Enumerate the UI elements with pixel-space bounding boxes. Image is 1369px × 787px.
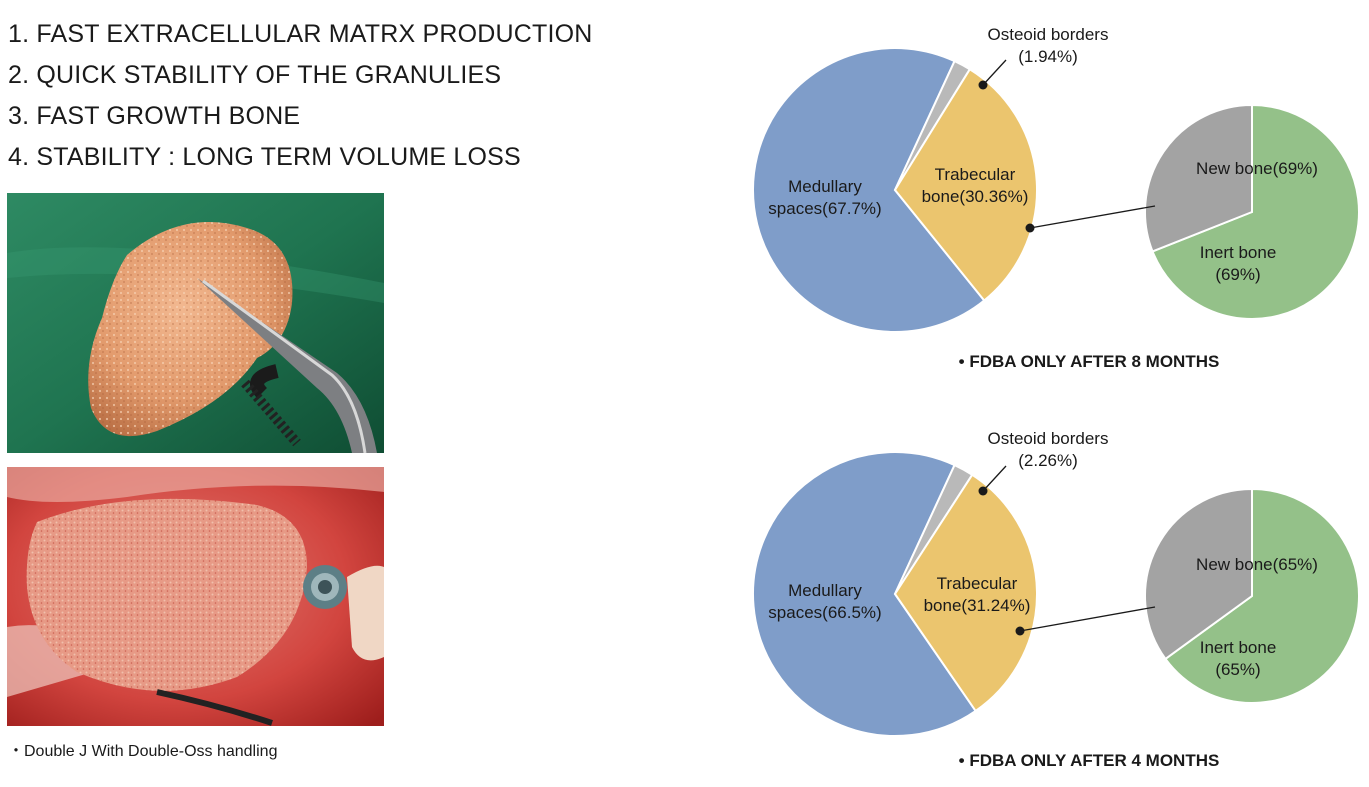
breakdown-label-line: (65%)	[1215, 660, 1260, 679]
pie-slice-medullary-spaces	[752, 451, 978, 737]
slice-label-line: Osteoid borders	[988, 429, 1109, 448]
slice-label: Osteoid borders (1.94%)	[988, 25, 1109, 66]
breakdown-label: New bone(65%)	[1196, 555, 1318, 574]
feature-item: 2. QUICK STABILITY OF THE GRANULIES	[8, 61, 502, 89]
slice-label: Medullary spaces(66.5%)	[768, 581, 881, 622]
slice-label: Trabecular bone(31.24%)	[924, 574, 1031, 615]
pie-slice-trabecular-bone	[893, 473, 1038, 713]
breakdown-label-line: New bone(69%)	[1196, 159, 1318, 178]
breakdown-label-line: Inert bone	[1200, 243, 1277, 262]
osteoid-leader-line	[982, 465, 1007, 492]
breakdown-slice-inert-bone	[1144, 103, 1253, 253]
breakdown-slice-new-bone	[1164, 487, 1360, 704]
feature-item: 3. FAST GROWTH BONE	[8, 102, 301, 130]
slice-label: Osteoid borders (2.26%)	[988, 429, 1109, 470]
breakdown-slice-new-bone	[1151, 103, 1360, 320]
slice-label: Medullary spaces(67.7%)	[768, 177, 881, 218]
breakdown-label: Inert bone (69%)	[1200, 243, 1277, 284]
leader-dot	[978, 486, 988, 496]
feature-item: 4. STABILITY : LONG TERM VOLUME LOSS	[8, 143, 521, 171]
slice-label-line: (1.94%)	[1018, 47, 1078, 66]
photo-caption: ・Double J With Double-Oss handling	[8, 743, 278, 760]
chart-caption: • FDBA ONLY AFTER 8 MONTHS	[959, 352, 1220, 371]
breakdown-label-line: (69%)	[1215, 265, 1260, 284]
bone-graft-photo	[7, 193, 384, 453]
leader-dot	[1015, 626, 1025, 636]
breakdown-label: Inert bone (65%)	[1200, 638, 1277, 679]
pie-slice-medullary-spaces	[752, 47, 986, 333]
slice-label-line: Medullary	[788, 581, 862, 600]
osteoid-leader-line	[982, 59, 1007, 86]
breakdown-leader-line	[1019, 606, 1156, 632]
slice-label-line: (2.26%)	[1018, 451, 1078, 470]
surgical-site-photo	[7, 467, 384, 726]
slice-label-line: spaces(66.5%)	[768, 603, 881, 622]
breakdown-label-line: New bone(65%)	[1196, 555, 1318, 574]
breakdown-leader-line	[1029, 205, 1156, 229]
feature-list: 1. FAST EXTRACELLULAR MATRX PRODUCTION 2…	[8, 14, 593, 178]
breakdown-slice-inert-bone	[1144, 487, 1253, 661]
slice-label-line: Osteoid borders	[988, 25, 1109, 44]
feature-item: 1. FAST EXTRACELLULAR MATRX PRODUCTION	[8, 20, 593, 48]
slice-label: Trabecular bone(30.36%)	[922, 165, 1029, 206]
slice-label-line: bone(31.24%)	[924, 596, 1031, 615]
leader-dot	[978, 80, 988, 90]
slice-label-line: bone(30.36%)	[922, 187, 1029, 206]
breakdown-label-line: Inert bone	[1200, 638, 1277, 657]
slice-label-line: Trabecular	[935, 165, 1016, 184]
breakdown-label: New bone(69%)	[1196, 159, 1318, 178]
pie-slice-trabecular-bone	[893, 67, 1038, 302]
chart-caption: • FDBA ONLY AFTER 4 MONTHS	[959, 751, 1220, 770]
leader-dot	[1025, 223, 1035, 233]
slice-label-line: Trabecular	[937, 574, 1018, 593]
slice-label-line: Medullary	[788, 177, 862, 196]
slice-label-line: spaces(67.7%)	[768, 199, 881, 218]
